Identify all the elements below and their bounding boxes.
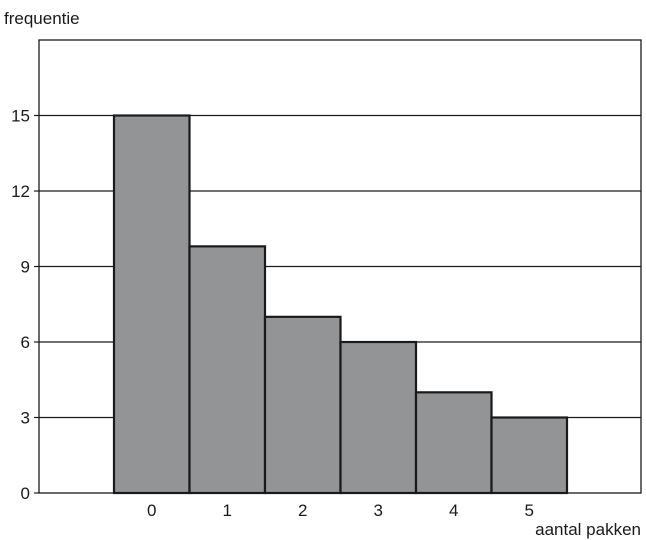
bar-4 — [414, 391, 493, 495]
bar-2 — [263, 315, 342, 495]
x-tick-label: 3 — [374, 501, 383, 520]
bar-0 — [112, 114, 191, 495]
y-tick-label: 12 — [11, 182, 30, 201]
x-axis-title: aantal pakken — [535, 520, 641, 539]
plot-frame — [38, 39, 642, 494]
x-tick-label: 2 — [298, 501, 307, 520]
y-tick-labels: 0 3 6 9 12 15 — [11, 107, 30, 504]
y-tick-label: 3 — [21, 409, 30, 428]
x-tick-labels: 0 1 2 3 4 5 — [147, 501, 534, 520]
bar-1 — [188, 245, 267, 495]
x-tick-label: 0 — [147, 501, 156, 520]
x-tick-label: 5 — [525, 501, 534, 520]
x-tick-label: 1 — [223, 501, 232, 520]
bar-5 — [490, 416, 569, 495]
y-tick-label: 9 — [21, 258, 30, 277]
y-tick-label: 15 — [11, 107, 30, 126]
x-tick-label: 4 — [449, 501, 458, 520]
y-tick-label: 6 — [21, 333, 30, 352]
y-axis-title: frequentie — [4, 9, 80, 28]
bars — [112, 114, 569, 495]
y-tick-label: 0 — [21, 484, 30, 503]
bar-3 — [339, 340, 418, 495]
